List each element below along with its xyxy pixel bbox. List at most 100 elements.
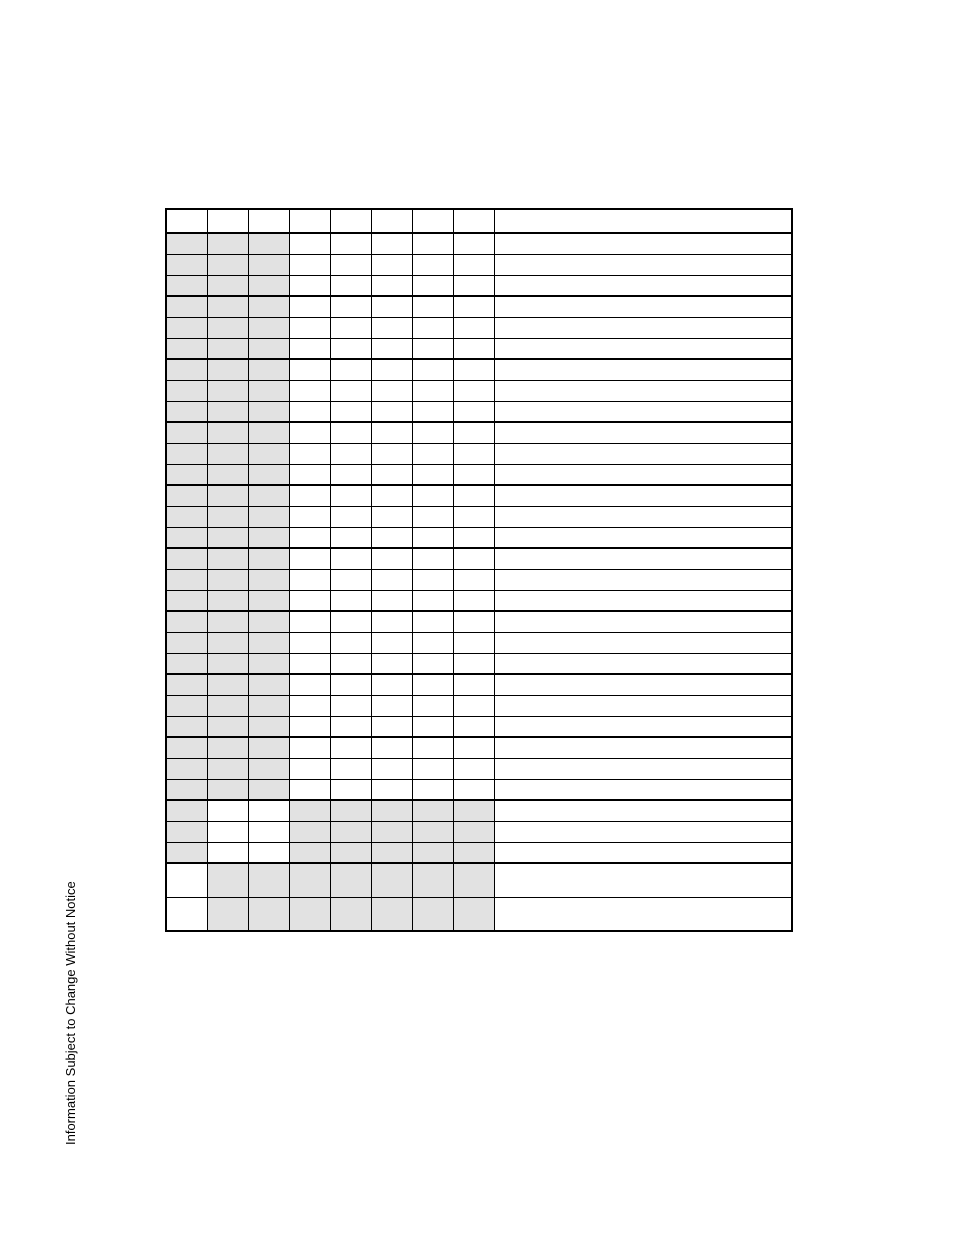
table-cell — [248, 590, 289, 611]
table-cell — [248, 233, 289, 254]
table-cell — [289, 254, 330, 275]
table-cell — [412, 443, 453, 464]
table-cell — [248, 443, 289, 464]
table-cell — [371, 401, 412, 422]
table-cell — [371, 842, 412, 863]
table-cell — [248, 464, 289, 485]
table-cell — [453, 527, 494, 548]
table-cell — [248, 338, 289, 359]
table-cell — [453, 653, 494, 674]
table-cell — [166, 317, 207, 338]
table-cell — [207, 674, 248, 695]
table-cell — [330, 897, 371, 931]
table-cell — [207, 758, 248, 779]
table-cell — [330, 317, 371, 338]
table-cell — [207, 401, 248, 422]
table-cell — [412, 590, 453, 611]
table-cell — [371, 464, 412, 485]
table-cell — [371, 443, 412, 464]
table-cell — [330, 590, 371, 611]
table-cell — [207, 359, 248, 380]
table-cell — [330, 209, 371, 233]
table-cell — [412, 653, 453, 674]
table-cell — [371, 737, 412, 758]
table-cell — [330, 611, 371, 632]
table-cell — [289, 758, 330, 779]
table-cell — [330, 695, 371, 716]
table-cell — [166, 275, 207, 296]
table-cell — [289, 506, 330, 527]
table-cell — [248, 422, 289, 443]
table-cell — [289, 338, 330, 359]
table-cell — [289, 380, 330, 401]
table-cell — [453, 716, 494, 737]
table-cell — [453, 737, 494, 758]
table-cell — [453, 590, 494, 611]
table-cell — [207, 317, 248, 338]
table-cell — [166, 590, 207, 611]
table-cell — [248, 254, 289, 275]
table-cell — [166, 296, 207, 317]
table-cell — [412, 233, 453, 254]
table-cell — [289, 527, 330, 548]
table-cell — [494, 800, 792, 821]
table-cell — [289, 716, 330, 737]
table-cell — [289, 611, 330, 632]
table-cell — [207, 569, 248, 590]
table-cell — [412, 422, 453, 443]
table-cell — [248, 800, 289, 821]
table-cell — [166, 821, 207, 842]
table-cell — [248, 275, 289, 296]
table-cell — [412, 897, 453, 931]
table-cell — [330, 359, 371, 380]
table-cell — [412, 464, 453, 485]
table-cell — [330, 296, 371, 317]
table-cell — [166, 233, 207, 254]
table-cell — [371, 695, 412, 716]
table-cell — [412, 863, 453, 897]
table-cell — [371, 863, 412, 897]
table-cell — [166, 422, 207, 443]
table-cell — [248, 506, 289, 527]
table-cell — [166, 464, 207, 485]
table-cell — [248, 632, 289, 653]
table-cell — [412, 779, 453, 800]
table-cell — [166, 611, 207, 632]
table-cell — [330, 842, 371, 863]
table-cell — [412, 401, 453, 422]
table-cell — [248, 863, 289, 897]
table-cell — [453, 821, 494, 842]
table-cell — [289, 485, 330, 506]
table-cell — [453, 863, 494, 897]
table-cell — [330, 569, 371, 590]
table-cell — [207, 443, 248, 464]
table-cell — [289, 590, 330, 611]
table-cell — [207, 380, 248, 401]
table-cell — [207, 233, 248, 254]
table-cell — [453, 897, 494, 931]
table-cell — [207, 527, 248, 548]
table-cell — [371, 359, 412, 380]
table-cell — [412, 527, 453, 548]
table-cell — [330, 863, 371, 897]
table-cell — [289, 737, 330, 758]
table-cell — [494, 716, 792, 737]
table-cell — [412, 359, 453, 380]
table-cell — [371, 296, 412, 317]
table-cell — [371, 275, 412, 296]
table-cell — [330, 737, 371, 758]
table-cell — [248, 611, 289, 632]
table-cell — [289, 422, 330, 443]
table-cell — [289, 674, 330, 695]
table-cell — [453, 317, 494, 338]
table-cell — [166, 632, 207, 653]
table-cell — [248, 758, 289, 779]
table-cell — [330, 821, 371, 842]
table-cell — [330, 632, 371, 653]
table-cell — [207, 590, 248, 611]
table-cell — [371, 569, 412, 590]
table-cell — [453, 401, 494, 422]
table-cell — [494, 548, 792, 569]
table-cell — [412, 548, 453, 569]
table-cell — [494, 674, 792, 695]
